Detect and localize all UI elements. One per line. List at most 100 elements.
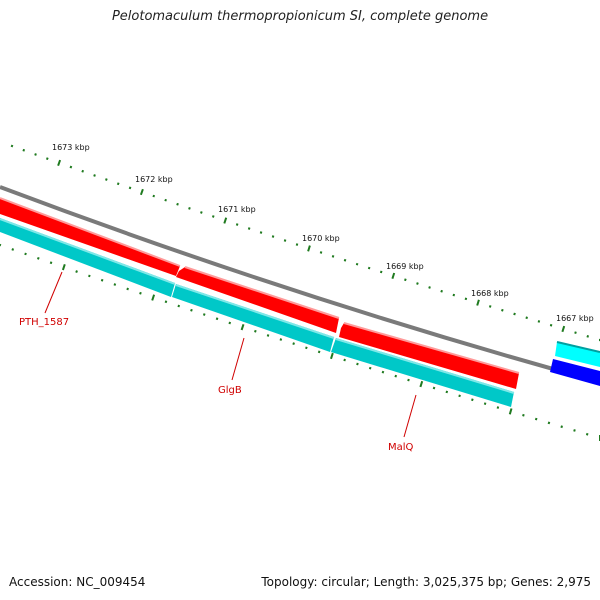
upper-scale-tick <box>319 251 323 254</box>
gene-label-glgb[interactable]: GlgB <box>218 385 242 396</box>
lower-scale-tick <box>394 374 398 378</box>
upper-scale-tick <box>247 227 251 230</box>
lower-scale-tick <box>61 263 66 271</box>
lower-scale-tick <box>471 398 474 402</box>
lower-scale-tick <box>126 287 129 291</box>
lower-scale-tick <box>356 362 359 366</box>
forward-gene-cyan[interactable] <box>555 342 600 367</box>
lower-scale-tick <box>534 417 538 421</box>
upper-scale-tick <box>343 258 347 262</box>
upper-scale-tick <box>586 334 590 338</box>
lower-scale-tick <box>36 256 40 260</box>
upper-scale-tick <box>525 316 528 320</box>
gene-block-malq-red[interactable] <box>339 323 519 389</box>
lower-scale-tick <box>49 261 53 265</box>
label-line-pth1587 <box>44 271 63 314</box>
gene-label-pth1587[interactable]: PTH_1587 <box>19 317 69 328</box>
teal-highlight-3 <box>335 338 515 394</box>
upper-scale-tick <box>283 239 287 242</box>
teal-highlight-1 <box>0 218 176 285</box>
gene-block-glgb-red[interactable] <box>176 267 339 333</box>
upper-scale-tick <box>464 297 468 301</box>
lower-scale-tick <box>343 358 346 362</box>
lower-scale-tick <box>202 313 206 316</box>
gene-block-malq-teal[interactable] <box>331 338 514 407</box>
lower-scale-tick <box>573 429 576 432</box>
upper-scale-tick <box>22 148 26 152</box>
upper-scale-tick <box>537 320 541 323</box>
upper-scale-tick <box>45 157 49 161</box>
lower-scale-tick <box>432 386 436 390</box>
scale-label-1671: 1671 kbp <box>218 205 256 214</box>
lower-scale-tick <box>305 346 308 350</box>
upper-scale-tick <box>501 308 504 312</box>
scale-label-1672: 1672 kbp <box>135 175 173 184</box>
gene-label-malq[interactable]: MalQ <box>388 442 414 453</box>
lower-scale-tick <box>100 278 104 282</box>
lower-scale-tick <box>24 252 27 256</box>
upper-scale-tick <box>57 159 62 167</box>
upper-scale-tick <box>561 325 566 333</box>
upper-scale-tick <box>34 153 37 156</box>
lower-scale-tick <box>228 321 232 325</box>
lower-scale-tick <box>75 270 78 273</box>
upper-scale-tick <box>295 243 299 246</box>
lower-scale-tick <box>585 432 589 436</box>
gene-block-pth1587-teal[interactable] <box>0 218 175 297</box>
scale-label-1673: 1673 kbp <box>52 143 90 152</box>
upper-scale-tick <box>428 286 431 289</box>
lower-scale-tick <box>266 334 270 337</box>
upper-scale-tick <box>513 312 516 316</box>
upper-scale-tick <box>10 144 14 148</box>
upper-scale-tick <box>81 169 85 173</box>
lower-scale-tick <box>508 408 513 415</box>
upper-scale-tick <box>476 299 480 306</box>
lower-scale-tick <box>560 425 563 429</box>
upper-scale-tick <box>259 231 263 234</box>
gene-block-highlight-1 <box>0 197 181 267</box>
upper-scale-tick <box>69 165 73 169</box>
lower-scale-tick <box>139 291 142 295</box>
lower-scale-tick <box>547 421 551 425</box>
lower-scale-tick <box>177 304 181 308</box>
upper-scale-tick <box>128 186 132 190</box>
upper-scale-tick <box>116 182 120 186</box>
upper-scale-tick <box>271 235 275 238</box>
upper-scale-tick <box>164 198 167 202</box>
upper-scale-tick <box>223 217 228 224</box>
gene-block-pth1587-red[interactable] <box>0 198 180 276</box>
upper-scale-tick <box>188 206 191 210</box>
lower-scale-tick <box>164 300 168 304</box>
label-line-malq <box>403 394 417 438</box>
lower-scale-tick <box>317 350 321 354</box>
upper-scale-tick <box>440 289 443 293</box>
lower-scale-tick <box>279 338 283 341</box>
upper-scale-tick <box>416 282 419 285</box>
teal-highlight-2 <box>175 284 335 339</box>
upper-scale-tick <box>152 194 156 198</box>
lower-scale-tick <box>445 390 449 394</box>
scale-label-1667: 1667 kbp <box>556 314 594 323</box>
lower-scale-tick <box>254 329 257 333</box>
forward-gene-blue[interactable] <box>550 359 600 386</box>
upper-scale-tick <box>235 223 239 226</box>
upper-scale-tick <box>93 174 96 177</box>
upper-scale-tick <box>391 272 396 280</box>
lower-scale-tick <box>522 413 525 417</box>
upper-scale-tick <box>355 262 359 266</box>
lower-scale-tick <box>240 323 245 331</box>
upper-scale-tick <box>367 266 371 270</box>
lower-scale-tick <box>11 248 15 251</box>
gene-block-highlight-2 <box>184 266 340 319</box>
scale-label-1670: 1670 kbp <box>302 234 340 243</box>
lower-scale-tick <box>292 342 295 346</box>
gene-block-glgb-teal[interactable] <box>172 284 334 352</box>
scale-label-1669: 1669 kbp <box>386 262 424 271</box>
lower-scale-tick <box>483 402 487 405</box>
lower-scale-tick <box>381 370 385 374</box>
cds-track-teal <box>0 218 515 407</box>
upper-scale-tick <box>404 278 407 282</box>
lower-scale-tick <box>113 283 117 286</box>
upper-scale-tick <box>331 254 335 258</box>
